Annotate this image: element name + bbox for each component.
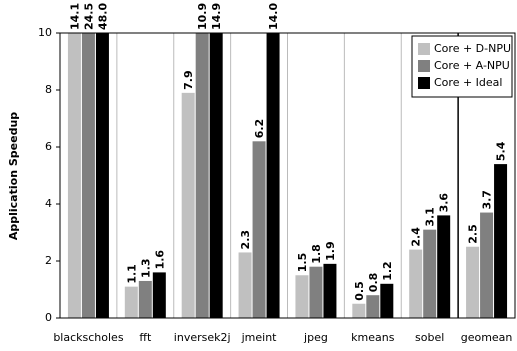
y-tick-label: 10: [38, 26, 52, 39]
x-tick-label: inversek2j: [174, 331, 231, 344]
value-label: 48.0: [96, 3, 109, 30]
bar: [423, 229, 437, 318]
bar: [309, 266, 323, 318]
value-label: 14.0: [267, 3, 280, 30]
value-label: 0.5: [353, 281, 366, 301]
value-label: 2.5: [467, 224, 480, 244]
bar: [409, 249, 423, 318]
value-label: 14.1: [68, 3, 81, 30]
x-tick-label: sobel: [415, 331, 444, 344]
value-label: 1.9: [324, 241, 337, 261]
bar: [494, 164, 508, 318]
bar: [81, 33, 95, 318]
bar: [380, 283, 394, 318]
legend-swatch: [418, 60, 430, 72]
legend-label: Core + Ideal: [434, 76, 502, 89]
x-tick-label: geomean: [461, 331, 513, 344]
bar: [195, 33, 209, 318]
value-label: 1.6: [153, 250, 166, 270]
value-label: 1.1: [125, 264, 138, 284]
value-label: 3.6: [438, 193, 451, 213]
value-label: 1.8: [310, 244, 323, 264]
value-label: 3.7: [481, 190, 494, 210]
legend-swatch: [418, 77, 430, 89]
bar: [437, 215, 451, 318]
legend-label: Core + A-NPU: [434, 59, 510, 72]
value-label: 24.5: [82, 3, 95, 30]
legend-swatch: [418, 43, 430, 55]
y-tick-label: 2: [45, 254, 52, 267]
value-label: 1.3: [139, 258, 152, 278]
x-tick-label: jpeg: [303, 331, 328, 344]
value-label: 0.8: [367, 273, 380, 293]
value-label: 7.9: [182, 70, 195, 90]
value-label: 10.9: [196, 3, 209, 30]
bar: [295, 275, 309, 318]
value-label: 14.9: [210, 3, 223, 30]
value-label: 2.4: [410, 227, 423, 247]
bar: [266, 33, 280, 318]
bar: [181, 92, 195, 318]
value-label: 6.2: [253, 119, 266, 139]
bar: [67, 33, 81, 318]
bar: [152, 272, 166, 318]
x-tick-label: kmeans: [351, 331, 395, 344]
bar: [366, 295, 380, 318]
y-tick-label: 8: [45, 83, 52, 96]
value-label: 1.2: [381, 261, 394, 281]
y-axis-label: Application Speedup: [7, 112, 20, 240]
bar: [138, 280, 152, 318]
bar: [480, 212, 494, 318]
legend-label: Core + D-NPU: [434, 42, 511, 55]
value-label: 3.1: [424, 207, 437, 227]
bar: [124, 286, 138, 318]
bar: [209, 33, 223, 318]
y-tick-label: 4: [45, 197, 52, 210]
y-tick-label: 0: [45, 311, 52, 324]
x-tick-label: jmeint: [241, 331, 278, 344]
bar: [252, 141, 266, 318]
bar: [95, 33, 109, 318]
value-label: 5.4: [495, 141, 508, 161]
y-tick-label: 6: [45, 140, 52, 153]
plot-frame: [59, 32, 516, 319]
x-tick-label: blackscholes: [53, 331, 124, 344]
x-tick-label: fft: [139, 331, 152, 344]
bar: [238, 252, 252, 318]
bar: [466, 246, 480, 318]
value-label: 2.3: [239, 230, 252, 250]
bar: [323, 263, 337, 318]
value-label: 1.5: [296, 253, 309, 273]
bar: [352, 303, 366, 318]
